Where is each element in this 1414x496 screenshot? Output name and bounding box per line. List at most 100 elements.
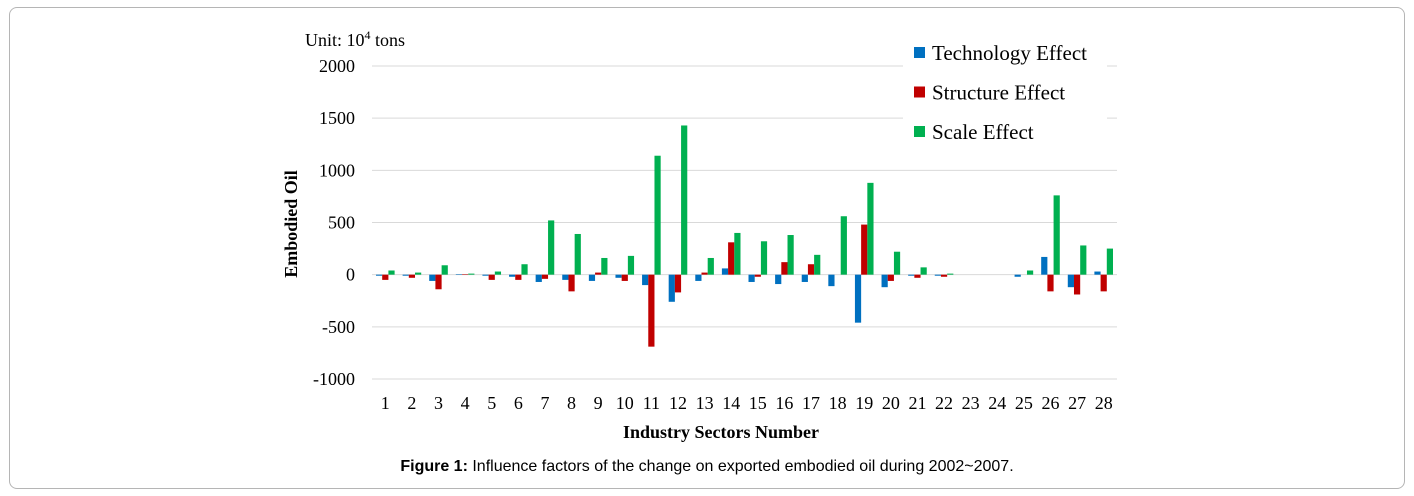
bar-scale-effect xyxy=(441,265,448,275)
bar-structure-effect xyxy=(701,272,708,275)
bar-structure-effect xyxy=(1100,274,1107,292)
bar-structure-effect xyxy=(515,274,522,280)
bar-scale-effect xyxy=(521,264,528,275)
x-tick-label: 16 xyxy=(775,393,793,413)
bar-structure-effect xyxy=(382,274,389,280)
bar-scale-effect xyxy=(1080,245,1087,275)
caption-label: Figure 1: xyxy=(400,458,468,475)
bar-technology-effect xyxy=(854,274,862,323)
x-axis-label: Industry Sectors Number xyxy=(623,422,819,442)
x-tick-label: 20 xyxy=(882,393,900,413)
bar-technology-effect xyxy=(376,274,383,276)
x-tick-label: 10 xyxy=(616,393,634,413)
bar-structure-effect xyxy=(754,274,761,277)
bar-structure-effect xyxy=(781,262,788,275)
bar-technology-effect xyxy=(535,274,542,282)
legend: Technology Effect Structure Effect Scale E… xyxy=(903,36,1107,154)
x-tick-labels: 1 2 3 4 5 6 7 8 9 10 11 12 13 14 15 16 17 18 19 20 21 22 23 24 2… xyxy=(381,393,1113,413)
x-tick-label: 13 xyxy=(696,393,714,413)
bar-scale-effect xyxy=(734,232,741,275)
legend-label: Structure Effect xyxy=(932,81,1065,105)
bar-scale-effect xyxy=(1026,270,1034,275)
y-tick-label: -1000 xyxy=(313,369,355,389)
bar-technology-effect xyxy=(455,274,463,275)
bar-technology-effect xyxy=(615,274,622,278)
bar-scale-effect xyxy=(867,182,874,275)
x-tick-label: 4 xyxy=(461,393,470,413)
bar-structure-effect xyxy=(621,274,628,281)
bar-scale-effect xyxy=(787,235,794,275)
unit-label: Unit: 104 tons xyxy=(305,28,405,50)
bar-technology-effect xyxy=(721,268,729,275)
bar-scale-effect xyxy=(840,216,847,275)
bar-scale-effect xyxy=(548,220,555,275)
bar-structure-effect xyxy=(887,274,894,281)
bar-structure-effect xyxy=(568,274,575,292)
bar-scale-effect xyxy=(1106,248,1113,275)
bar-technology-effect xyxy=(748,274,755,282)
x-tick-label: 18 xyxy=(829,393,847,413)
y-tick-label: 0 xyxy=(346,265,355,285)
bar-structure-effect xyxy=(435,274,442,290)
bar-scale-effect xyxy=(920,267,927,275)
bar-scale-effect xyxy=(415,272,422,275)
bar-scale-effect xyxy=(654,155,661,275)
bar-technology-effect xyxy=(642,274,649,286)
bar-scale-effect xyxy=(574,233,581,275)
bar-technology-effect xyxy=(482,274,489,276)
x-tick-label: 12 xyxy=(669,393,687,413)
bar-technology-effect xyxy=(908,274,915,276)
bar-scale-effect xyxy=(388,270,395,275)
bar-structure-effect xyxy=(648,274,655,347)
x-tick-label: 23 xyxy=(962,393,980,413)
bar-scale-effect xyxy=(627,255,635,275)
bar-technology-effect xyxy=(402,274,409,276)
bar-scale-effect xyxy=(468,273,475,275)
x-tick-label: 17 xyxy=(802,393,820,413)
bar-technology-effect xyxy=(934,274,941,276)
figure-caption: Figure 1: Influence factors of the chang… xyxy=(0,458,1414,476)
y-axis-label: Embodied Oil xyxy=(281,170,301,278)
bar-scale-effect xyxy=(893,251,901,275)
bar-scale-effect xyxy=(601,257,608,275)
bar-technology-effect xyxy=(1041,256,1048,275)
bar-structure-effect xyxy=(914,274,921,278)
x-tick-label: 6 xyxy=(514,393,523,413)
y-tick-labels: -1000 -500 0 500 1000 1500 2000 xyxy=(313,56,355,389)
bar-scale-effect xyxy=(1053,195,1060,275)
bar-structure-effect xyxy=(488,274,495,280)
x-tick-label: 14 xyxy=(722,393,740,413)
x-tick-label: 2 xyxy=(407,393,416,413)
bar-structure-effect xyxy=(940,274,948,277)
x-tick-label: 22 xyxy=(935,393,953,413)
x-tick-label: 26 xyxy=(1041,393,1059,413)
x-tick-label: 28 xyxy=(1095,393,1113,413)
bar-technology-effect xyxy=(429,274,436,281)
bar-technology-effect xyxy=(509,274,516,277)
bar-structure-effect xyxy=(674,274,682,293)
y-tick-label: 2000 xyxy=(319,56,355,76)
bar-scale-effect xyxy=(681,125,688,275)
x-tick-label: 25 xyxy=(1015,393,1033,413)
bars xyxy=(376,125,1113,347)
x-tick-label: 21 xyxy=(908,393,926,413)
x-tick-label: 27 xyxy=(1068,393,1086,413)
bar-structure-effect xyxy=(1047,274,1054,292)
y-tick-label: 1000 xyxy=(319,160,355,180)
bar-scale-effect xyxy=(707,257,714,275)
bar-scale-effect xyxy=(947,273,954,275)
bar-structure-effect xyxy=(462,274,469,275)
x-tick-label: 5 xyxy=(487,393,496,413)
bar-technology-effect xyxy=(881,274,888,288)
bar-structure-effect xyxy=(861,224,868,275)
bar-technology-effect xyxy=(588,274,596,281)
bar-technology-effect xyxy=(695,274,702,281)
bar-technology-effect xyxy=(775,274,782,285)
bar-structure-effect xyxy=(1073,274,1081,295)
x-tick-label: 15 xyxy=(749,393,767,413)
legend-background xyxy=(903,36,1107,154)
x-tick-label: 1 xyxy=(381,393,390,413)
x-tick-label: 7 xyxy=(540,393,549,413)
bar-technology-effect xyxy=(1014,274,1021,277)
